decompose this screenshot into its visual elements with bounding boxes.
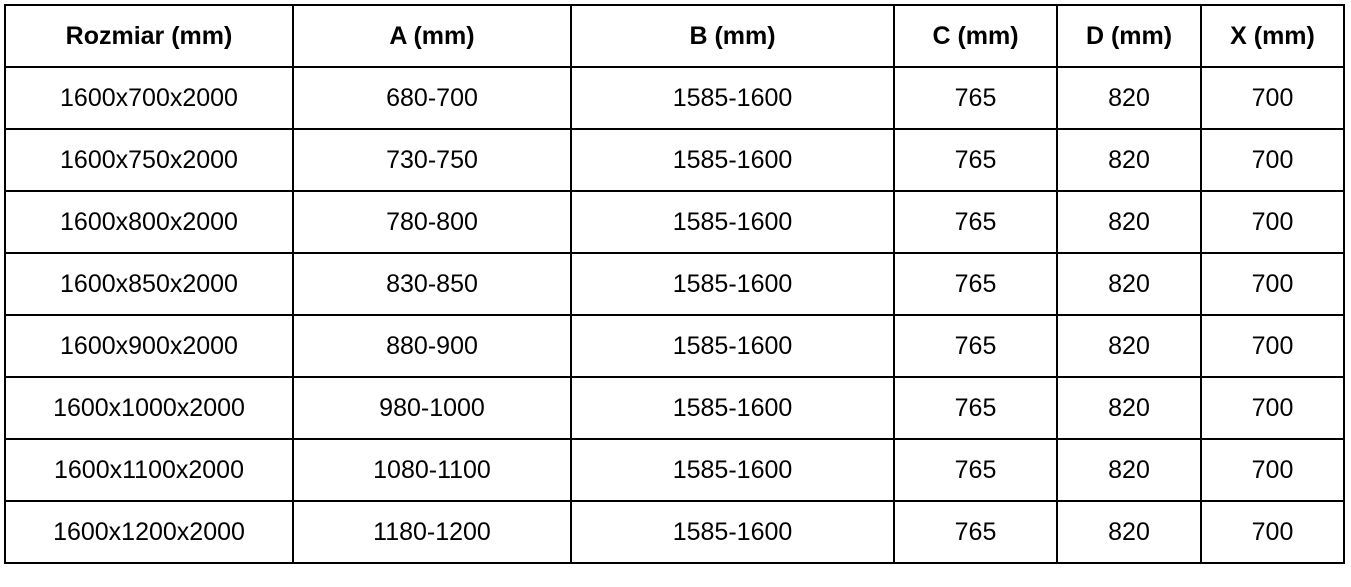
header-a: A (mm) (292, 4, 572, 68)
cell-size: 1600x1100x2000 (4, 438, 294, 502)
cell-x: 700 (1200, 252, 1345, 316)
cell-a: 780-800 (292, 190, 572, 254)
cell-c: 765 (893, 438, 1058, 502)
header-row: Rozmiar (mm) A (mm) B (mm) C (mm) D (mm)… (4, 4, 1345, 68)
cell-x: 700 (1200, 500, 1345, 564)
cell-a: 1080-1100 (292, 438, 572, 502)
cell-d: 820 (1056, 376, 1202, 440)
header-size: Rozmiar (mm) (4, 4, 294, 68)
table-row: 1600x1000x2000 980-1000 1585-1600 765 820 700 (4, 376, 1345, 440)
cell-x: 700 (1200, 128, 1345, 192)
cell-c: 765 (893, 66, 1058, 130)
cell-size: 1600x1000x2000 (4, 376, 294, 440)
table-row: 1600x850x2000 830-850 1585-1600 765 820 700 (4, 252, 1345, 316)
cell-d: 820 (1056, 500, 1202, 564)
cell-size: 1600x900x2000 (4, 314, 294, 378)
cell-size: 1600x1200x2000 (4, 500, 294, 564)
cell-x: 700 (1200, 66, 1345, 130)
cell-x: 700 (1200, 376, 1345, 440)
cell-size: 1600x750x2000 (4, 128, 294, 192)
header-c: C (mm) (893, 4, 1058, 68)
cell-d: 820 (1056, 438, 1202, 502)
table-row: 1600x900x2000 880-900 1585-1600 765 820 700 (4, 314, 1345, 378)
cell-b: 1585-1600 (570, 314, 895, 378)
header-d: D (mm) (1056, 4, 1202, 68)
cell-d: 820 (1056, 66, 1202, 130)
cell-b: 1585-1600 (570, 500, 895, 564)
cell-x: 700 (1200, 438, 1345, 502)
cell-a: 830-850 (292, 252, 572, 316)
cell-c: 765 (893, 376, 1058, 440)
cell-d: 820 (1056, 252, 1202, 316)
table-row: 1600x1200x2000 1180-1200 1585-1600 765 820 70… (4, 500, 1345, 564)
cell-b: 1585-1600 (570, 376, 895, 440)
table-row: 1600x1100x2000 1080-1100 1585-1600 765 820 70… (4, 438, 1345, 502)
cell-b: 1585-1600 (570, 190, 895, 254)
cell-c: 765 (893, 500, 1058, 564)
table-row: 1600x800x2000 780-800 1585-1600 765 820 700 (4, 190, 1345, 254)
cell-a: 880-900 (292, 314, 572, 378)
cell-b: 1585-1600 (570, 438, 895, 502)
cell-a: 680-700 (292, 66, 572, 130)
cell-b: 1585-1600 (570, 252, 895, 316)
cell-a: 730-750 (292, 128, 572, 192)
cell-c: 765 (893, 128, 1058, 192)
cell-d: 820 (1056, 190, 1202, 254)
cell-c: 765 (893, 252, 1058, 316)
cell-size: 1600x700x2000 (4, 66, 294, 130)
cell-x: 700 (1200, 314, 1345, 378)
cell-d: 820 (1056, 128, 1202, 192)
cell-a: 1180-1200 (292, 500, 572, 564)
cell-d: 820 (1056, 314, 1202, 378)
cell-size: 1600x800x2000 (4, 190, 294, 254)
header-x: X (mm) (1200, 4, 1345, 68)
table-row: 1600x750x2000 730-750 1585-1600 765 820 700 (4, 128, 1345, 192)
cell-c: 765 (893, 190, 1058, 254)
dimensions-table: Rozmiar (mm) A (mm) B (mm) C (mm) D (mm)… (4, 4, 1345, 564)
cell-a: 980-1000 (292, 376, 572, 440)
cell-b: 1585-1600 (570, 66, 895, 130)
cell-size: 1600x850x2000 (4, 252, 294, 316)
header-b: B (mm) (570, 4, 895, 68)
cell-b: 1585-1600 (570, 128, 895, 192)
cell-x: 700 (1200, 190, 1345, 254)
cell-c: 765 (893, 314, 1058, 378)
table-row: 1600x700x2000 680-700 1585-1600 765 820 700 (4, 66, 1345, 130)
